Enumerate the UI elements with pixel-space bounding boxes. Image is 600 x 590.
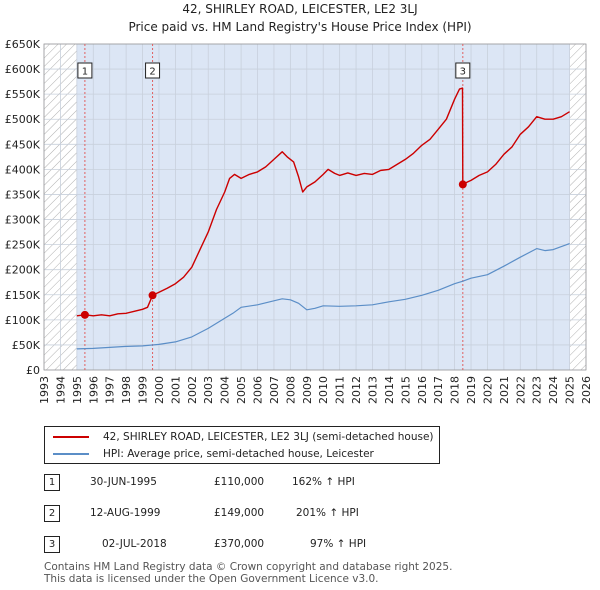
no-data-hatch: [569, 44, 586, 370]
x-tick-label: 2006: [252, 376, 265, 404]
x-tick-label: 1995: [71, 376, 84, 404]
sale-number-label: 3: [460, 67, 466, 78]
legend-item-hpi: HPI: Average price, semi-detached house,…: [53, 446, 374, 462]
footer-license: This data is licensed under the Open Gov…: [44, 573, 379, 585]
x-tick-label: 2021: [498, 376, 511, 404]
x-tick-label: 2009: [301, 376, 314, 404]
chart-subtitle: Price paid vs. HM Land Registry's House …: [128, 20, 472, 34]
x-tick-label: 2005: [235, 376, 248, 404]
sale-price: £370,000: [214, 538, 265, 550]
sale-hpi-change: 97% ↑ HPI: [310, 538, 367, 550]
y-tick-label: £150K: [5, 289, 41, 302]
x-tick-label: 2003: [202, 376, 215, 404]
sale-number-label: 1: [82, 67, 88, 78]
sale-marker-box: 3: [44, 536, 60, 553]
x-tick-label: 2025: [564, 376, 577, 404]
x-tick-label: 2000: [153, 376, 166, 404]
y-tick-label: £400K: [5, 163, 41, 176]
y-tick-label: £500K: [5, 113, 41, 126]
property-price-line: [76, 87, 570, 317]
y-tick-label: £300K: [5, 214, 41, 227]
x-tick-label: 2001: [169, 376, 182, 404]
sale-date: 02-JUL-2018: [102, 538, 167, 550]
price-chart: £0 £50K £100K £150K £200K £250K £300K £350K £400…: [5, 38, 593, 404]
y-tick-label: £650K: [5, 38, 41, 51]
y-tick-label: £600K: [5, 63, 41, 76]
x-tick-label: 2004: [219, 376, 232, 404]
x-tick-label: 2022: [514, 376, 527, 404]
x-tick-label: 2026: [580, 376, 593, 404]
hpi-line: [76, 243, 570, 350]
x-tick-label: 1993: [38, 376, 51, 404]
x-tick-label: 2008: [284, 376, 297, 404]
sale-point: [458, 180, 467, 189]
x-tick-label: 2011: [334, 376, 347, 404]
sale-hpi-change: 201% ↑ HPI: [296, 507, 359, 519]
x-tick-label: 2014: [383, 376, 396, 404]
x-tick-label: 1994: [54, 376, 67, 404]
y-tick-label: £100K: [5, 314, 41, 327]
sale-number-box: [145, 62, 161, 79]
x-tick-label: 2016: [416, 376, 429, 404]
y-tick-label: £450K: [5, 138, 41, 151]
sale-date: 12-AUG-1999: [90, 507, 161, 519]
sale-number-box: [77, 62, 93, 79]
x-tick-label: 2007: [268, 376, 281, 404]
hpi-line-swatch: [53, 453, 89, 455]
x-tick-label: 2017: [432, 376, 445, 404]
legend-item-property: 42, SHIRLEY ROAD, LEICESTER, LE2 3LJ (se…: [53, 429, 434, 445]
y-tick-label: £550K: [5, 88, 41, 101]
y-tick-label: £200K: [5, 264, 41, 277]
sale-date: 30-JUN-1995: [90, 476, 157, 488]
x-tick-label: 2023: [531, 376, 544, 404]
x-tick-label: 1998: [120, 376, 133, 404]
x-tick-label: 2013: [366, 376, 379, 404]
sale-marker-box: 1: [44, 474, 60, 491]
legend-property-label: 42, SHIRLEY ROAD, LEICESTER, LE2 3LJ (se…: [103, 431, 434, 443]
x-tick-label: 2020: [481, 376, 494, 404]
x-tick-label: 2002: [186, 376, 199, 404]
chart-legend: 42, SHIRLEY ROAD, LEICESTER, LE2 3LJ (se…: [44, 426, 440, 464]
x-tick-label: 2012: [350, 376, 363, 404]
sale-marker-box: 2: [44, 505, 60, 522]
x-tick-label: 1999: [137, 376, 150, 404]
x-tick-label: 2015: [399, 376, 412, 404]
y-tick-label: £50K: [12, 339, 41, 352]
property-line-swatch: [53, 436, 89, 438]
x-tick-label: 2018: [449, 376, 462, 404]
footer-copyright: Contains HM Land Registry data © Crown c…: [44, 561, 453, 573]
sale-hpi-change: 162% ↑ HPI: [292, 476, 355, 488]
legend-hpi-label: HPI: Average price, semi-detached house,…: [103, 448, 374, 460]
x-tick-label: 2024: [547, 376, 560, 404]
sale-price: £110,000: [214, 476, 265, 488]
y-tick-label: £250K: [5, 239, 41, 252]
x-tick-label: 1997: [104, 376, 117, 404]
x-tick-label: 1996: [87, 376, 100, 404]
sale-price: £149,000: [214, 507, 265, 519]
y-tick-label: £350K: [5, 188, 41, 201]
sale-point: [80, 310, 89, 319]
plot-frame: [43, 43, 587, 371]
sale-number-label: 2: [149, 67, 155, 78]
sale-point: [148, 291, 157, 300]
chart-title: 42, SHIRLEY ROAD, LEICESTER, LE2 3LJ: [182, 2, 418, 16]
x-tick-label: 2019: [465, 376, 478, 404]
sale-number-box: [455, 62, 471, 79]
y-tick-label: £0: [26, 364, 40, 377]
x-tick-label: 2010: [317, 376, 330, 404]
